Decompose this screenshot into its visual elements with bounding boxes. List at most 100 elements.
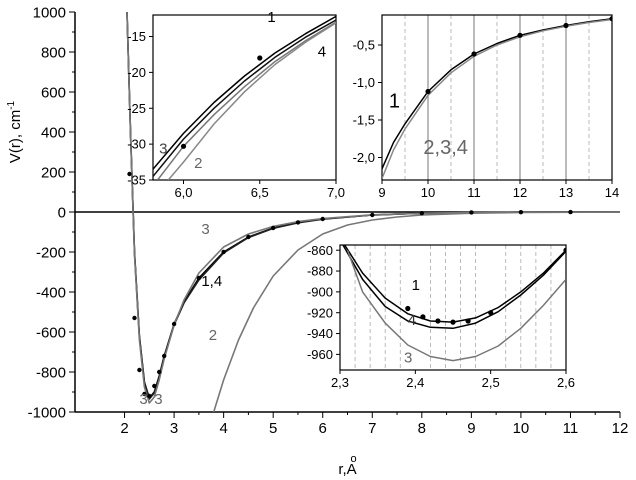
main-data-point <box>518 210 524 215</box>
inset2-y-tick-label: -2,0 <box>353 150 375 165</box>
inset2-data-point <box>609 16 612 22</box>
inset1-curve-label: 3 <box>159 140 167 157</box>
main-x-tick-label: 2 <box>120 420 128 437</box>
inset3-data-point <box>435 318 441 324</box>
inset1-frame <box>152 14 337 181</box>
main-data-point <box>127 171 132 177</box>
inset3-series-4-line <box>342 245 566 330</box>
inset1-y-tick-label: -35 <box>127 173 146 188</box>
main-curve-label: 2 <box>209 327 217 344</box>
inset2-data-point <box>517 32 523 38</box>
main-data-point <box>132 315 137 321</box>
main-data-point <box>147 393 152 399</box>
main-data-point <box>162 353 167 359</box>
main-series-2-line <box>212 211 620 412</box>
x-axis-title: r,A <box>338 461 356 478</box>
inset2-x-tick-label: 11 <box>467 185 481 200</box>
inset3-x-tick-label: 2,5 <box>482 375 500 390</box>
inset2-x-tick-label: 12 <box>513 185 527 200</box>
inset2-x-tick-label: 10 <box>421 185 435 200</box>
inset3-y-tick-label: -880 <box>307 264 333 279</box>
y-axis-title: V(r), cm-1 <box>6 100 24 163</box>
inset1-series-1-line <box>153 15 336 170</box>
main-data-point <box>246 234 251 240</box>
main-x-tick-label: 9 <box>467 420 475 437</box>
inset2-y-tick-label: -1,5 <box>353 113 375 128</box>
main-y-tick-label: 200 <box>41 164 66 181</box>
inset3-data-point <box>405 305 411 312</box>
inset3-series-group <box>342 245 566 362</box>
inset1-x-tick-label: 6,5 <box>251 185 269 200</box>
inset2-x-tick-label: 14 <box>605 185 619 200</box>
inset2-frame <box>381 14 613 181</box>
inset3-y-tick-label: -960 <box>307 347 333 362</box>
main-y-tick-label: 0 <box>58 204 66 221</box>
inset2-background <box>382 15 612 180</box>
inset3-data-point <box>488 310 494 316</box>
main-y-tick-label: 1000 <box>33 4 66 21</box>
main-data-point <box>152 383 157 389</box>
main-curve-label: 3 <box>154 391 162 408</box>
inset1-y-tick-label: -15 <box>127 29 146 44</box>
inset3-data-point <box>563 247 566 253</box>
inset3-x-tick-label: 2,4 <box>406 375 424 390</box>
inset3-y-tick-label: -940 <box>307 326 333 341</box>
inset1-y-tick-label: -30 <box>127 137 146 152</box>
inset3-series-3-line <box>346 249 566 362</box>
inset3-x-tick-label: 2,3 <box>331 375 349 390</box>
main-data-point <box>142 391 147 397</box>
main-y-tick-label: -200 <box>36 244 66 261</box>
main-y-tick-label: 600 <box>41 84 66 101</box>
inset1-curve-label: 1 <box>267 9 275 26</box>
inset2-series-group <box>382 16 612 179</box>
main-x-tick-label: 3 <box>170 420 178 437</box>
main-x-tick-label: 12 <box>612 420 629 437</box>
main-x-tick-label: 7 <box>368 420 376 437</box>
inset1-data-point <box>180 143 187 149</box>
main-series-group <box>126 12 620 412</box>
main-plot: 2 3 4 5 6 7 8 9 10 11 12-1000-800-600-400-20002004… <box>6 4 628 478</box>
x-axis-title-accent: o <box>350 453 356 465</box>
main-data-point <box>370 212 375 218</box>
inset1-series-group <box>153 15 336 180</box>
main-data-point <box>137 367 142 373</box>
main-data-point <box>469 210 474 215</box>
main-y-tick-label: -800 <box>36 364 66 381</box>
main-y-tick-label: 400 <box>41 124 66 141</box>
inset1-y-tick-label: -25 <box>127 101 146 116</box>
inset2-y-tick-label: -0,5 <box>353 38 375 53</box>
inset2-data-point <box>471 51 477 57</box>
main-x-tick-label: 8 <box>418 420 426 437</box>
main-curve-label: 3 <box>201 221 209 238</box>
inset1-series-4-line <box>153 19 336 177</box>
inset2-y-tick-label: -1,0 <box>353 75 375 90</box>
main-data-point <box>157 369 162 375</box>
inset1-curve-label: 4 <box>318 44 326 61</box>
inset2-series-1-line <box>382 17 612 170</box>
inset2-curve-label: 2,3,4 <box>423 137 467 159</box>
main-x-tick-label: 5 <box>269 420 277 437</box>
inset3-curve-label: 4 <box>408 312 416 329</box>
main-data-point <box>419 211 424 216</box>
main-data-point <box>171 321 177 327</box>
main-x-tick-label: 11 <box>563 420 579 437</box>
inset2-curve-label: 1 <box>389 90 400 112</box>
inset1-data-point <box>257 55 263 61</box>
main-x-tick-label: 4 <box>219 420 227 437</box>
main-x-tick-label: 10 <box>513 420 530 437</box>
inset1-series-2-line <box>167 22 336 180</box>
inset1-x-tick-label: 6,0 <box>174 185 192 200</box>
inset3-x-tick-label: 2,6 <box>557 375 575 390</box>
inset3-curve-label: 1 <box>412 277 420 294</box>
inset2-series-2-3-4-line <box>382 18 612 179</box>
main-series-3-line <box>126 12 620 404</box>
main-y-tick-label: 800 <box>41 44 66 61</box>
main-data-point <box>568 209 573 215</box>
inset3-curve-label: 3 <box>404 350 412 367</box>
inset1-x-tick-label: 7,0 <box>327 185 345 200</box>
inset3-y-tick-label: -900 <box>307 284 333 299</box>
main-y-tick-label: -600 <box>36 324 66 341</box>
inset1-y-tick-label: -20 <box>127 65 146 80</box>
inset3-frame <box>339 244 567 371</box>
